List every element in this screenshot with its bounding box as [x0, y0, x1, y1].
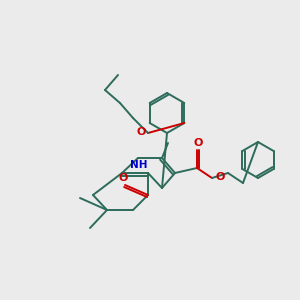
Text: NH: NH: [130, 160, 148, 170]
Text: O: O: [118, 173, 128, 183]
Text: O: O: [193, 138, 203, 148]
Text: O: O: [136, 127, 146, 137]
Text: O: O: [215, 172, 224, 182]
